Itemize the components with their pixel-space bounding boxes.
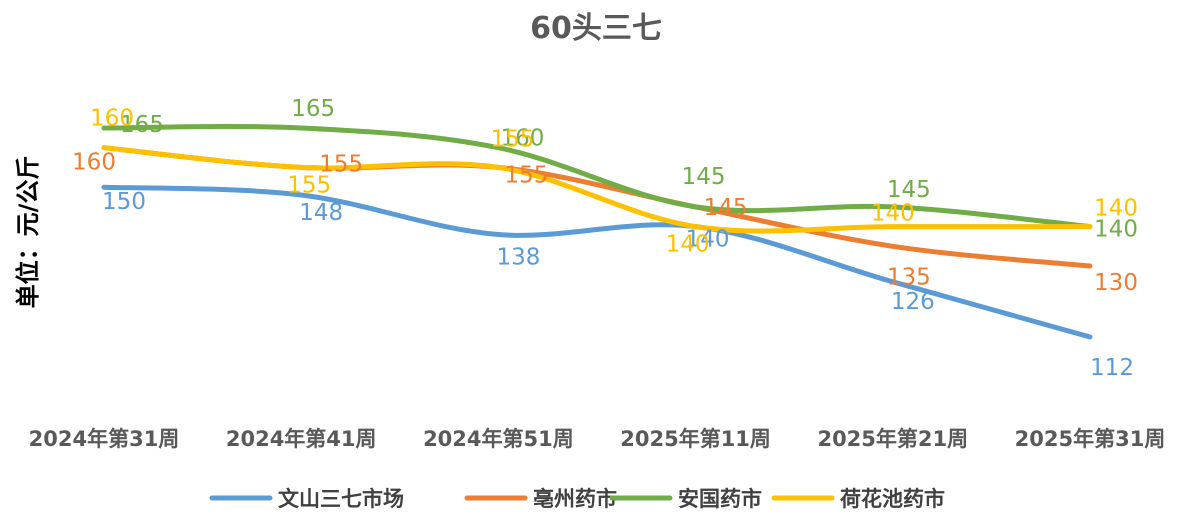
data-label: 155 bbox=[319, 151, 363, 177]
data-label: 150 bbox=[102, 189, 146, 215]
legend-item: 安国药市 bbox=[609, 487, 762, 511]
data-label: 138 bbox=[496, 245, 540, 271]
legend: 文山三七市场 亳州药市 安国药市 荷花池药市 bbox=[209, 487, 945, 511]
x-tick-label: 2024年第41周 bbox=[226, 427, 377, 451]
legend-label: 荷花池药市 bbox=[840, 487, 945, 511]
series-lines bbox=[101, 123, 1093, 340]
x-axis-ticks: 2024年第31周 2024年第41周 2024年第51周 2025年第11周 2025… bbox=[29, 427, 1166, 451]
data-label: 155 bbox=[504, 162, 548, 188]
data-label: 130 bbox=[1094, 270, 1138, 296]
data-label: 165 bbox=[120, 112, 164, 138]
data-label: 140 bbox=[1094, 196, 1138, 222]
legend-item: 文山三七市场 bbox=[209, 487, 404, 511]
series-line-4 bbox=[101, 145, 1093, 234]
legend-label: 亳州药市 bbox=[533, 487, 617, 511]
series-line-3 bbox=[101, 123, 1093, 230]
data-label: 140 bbox=[686, 227, 730, 253]
data-label: 140 bbox=[666, 232, 710, 258]
data-label: 140 bbox=[1094, 217, 1138, 243]
data-label: 160 bbox=[500, 126, 544, 152]
legend-label: 文山三七市场 bbox=[278, 487, 404, 511]
y-axis-label: 单位：元/公斤 bbox=[14, 156, 42, 309]
data-label: 148 bbox=[299, 200, 343, 226]
data-label: 145 bbox=[704, 195, 748, 221]
data-label: 160 bbox=[90, 106, 134, 132]
x-tick-label: 2024年第51周 bbox=[423, 427, 574, 451]
legend-item: 荷花池药市 bbox=[771, 487, 945, 511]
x-tick-label: 2025年第21周 bbox=[817, 427, 968, 451]
series-line-1 bbox=[101, 184, 1093, 340]
data-label: 160 bbox=[72, 150, 116, 176]
data-label: 165 bbox=[291, 96, 335, 122]
data-label: 140 bbox=[871, 201, 915, 227]
legend-label: 安国药市 bbox=[678, 487, 762, 511]
data-label: 126 bbox=[891, 289, 935, 315]
x-tick-label: 2024年第31周 bbox=[29, 427, 180, 451]
data-label: 145 bbox=[887, 177, 931, 203]
data-label: 145 bbox=[682, 164, 726, 190]
x-tick-label: 2025年第11周 bbox=[620, 427, 771, 451]
data-label: 155 bbox=[287, 172, 331, 198]
x-tick-label: 2025年第31周 bbox=[1015, 427, 1166, 451]
data-label: 155 bbox=[490, 126, 534, 152]
legend-item: 亳州药市 bbox=[464, 487, 617, 511]
data-label: 135 bbox=[887, 264, 931, 290]
data-label: 112 bbox=[1090, 355, 1134, 381]
chart-title: 60头三七 bbox=[530, 11, 662, 46]
